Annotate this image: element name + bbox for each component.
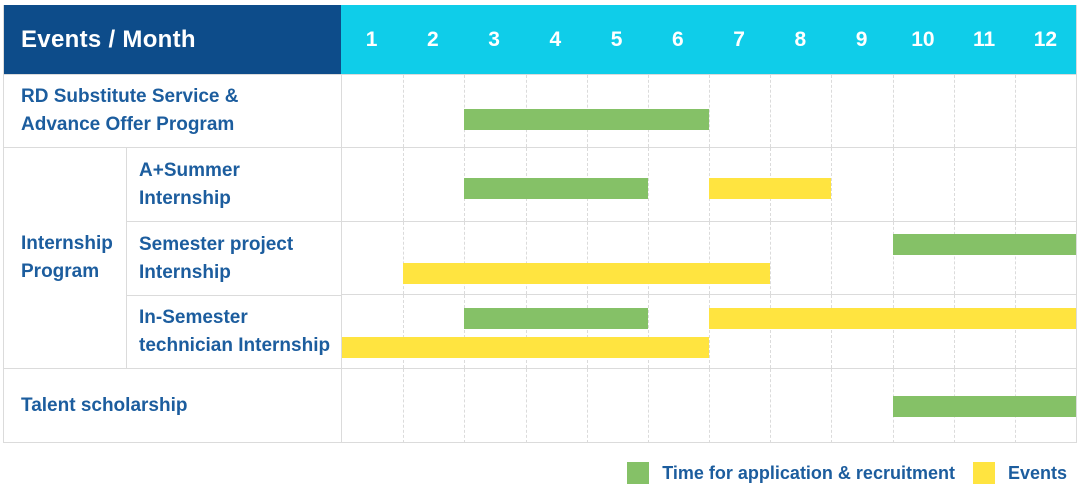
- month-gridline: [525, 369, 527, 443]
- month-label-8: 8: [794, 27, 807, 51]
- month-gridline: [647, 369, 649, 443]
- month-gridline: [1014, 148, 1016, 221]
- gantt-bar-yellow-months-1-6: [342, 337, 709, 358]
- month-gridline: [831, 148, 833, 221]
- month-label-5: 5: [610, 27, 623, 51]
- row-label-line: Semester project: [139, 233, 294, 255]
- month-label-6: 6: [672, 27, 684, 51]
- row-label-a-plus-summer-internship: A+Summer Internship: [126, 148, 341, 221]
- month-gridline: [403, 369, 405, 443]
- month-gridline: [770, 295, 772, 368]
- row-label-line: A+Summer: [139, 159, 240, 181]
- month-gridline: [831, 295, 833, 368]
- row-label-line: technician Internship: [139, 335, 331, 356]
- legend-item-events: Events: [972, 462, 1067, 484]
- row-label-in-semester-technician-internship: In-Semester technician Internship: [126, 295, 341, 368]
- month-gridline: [403, 148, 405, 221]
- month-gridline: [953, 295, 955, 368]
- month-gridline: [953, 148, 955, 221]
- month-gridline: [464, 369, 466, 443]
- month-label-11: 11: [973, 27, 996, 51]
- month-label-9: 9: [855, 27, 868, 51]
- month-label-2: 2: [427, 27, 439, 51]
- month-gridline: [709, 295, 710, 368]
- legend-label-application: Time for application & recruitment: [662, 462, 955, 483]
- month-gridline: [464, 222, 466, 294]
- month-gridline: [892, 295, 894, 368]
- row-label-talent-scholarship: Talent scholarship: [4, 368, 341, 443]
- month-gridline: [586, 295, 588, 368]
- legend-swatch-green: [627, 462, 650, 484]
- month-gridline: [770, 369, 772, 443]
- row-label-line: Advance Offer Program: [21, 114, 235, 135]
- row-chart-talent-scholarship: [341, 368, 1076, 443]
- group-cell-internship-program: Internship Program A+Summer Internship S…: [4, 147, 341, 368]
- month-gridline: [647, 148, 649, 221]
- month-gridline: [709, 369, 710, 443]
- gantt-bar-yellow-months-2-7: [403, 263, 771, 284]
- header-title: Events / Month: [21, 25, 196, 53]
- month-gridline: [403, 295, 405, 368]
- gantt-chart: Events / Month 1 2 3 4 5 6 7 8 9 10 11 1…: [3, 5, 1077, 443]
- row-label-line: In-Semester: [139, 307, 248, 328]
- month-gridline: [953, 222, 955, 294]
- month-gridline: [892, 222, 894, 294]
- group-label-line: Program: [21, 261, 100, 282]
- month-gridline: [403, 75, 405, 147]
- row-label-line: Internship: [139, 187, 231, 209]
- row-label-line: RD Substitute Service &: [21, 86, 239, 107]
- gantt-bar-green-months-3-5: [464, 308, 648, 329]
- month-gridline: [1014, 222, 1016, 294]
- month-gridline: [464, 295, 466, 368]
- legend-item-application: Time for application & recruitment: [627, 462, 955, 484]
- month-gridline: [586, 369, 588, 443]
- month-gridline: [403, 222, 405, 294]
- row-chart-a-plus-summer-internship: [341, 147, 1076, 221]
- row-label-rd-substitute-service: RD Substitute Service & Advance Offer Pr…: [4, 74, 341, 147]
- month-label-7: 7: [733, 27, 745, 51]
- month-gridline: [586, 222, 588, 294]
- month-gridline: [709, 75, 710, 147]
- gantt-bar-green-months-10-12: [892, 396, 1076, 417]
- month-gridline: [831, 75, 833, 147]
- gantt-bar-yellow-months-7-8: [709, 178, 832, 199]
- month-label-3: 3: [488, 27, 500, 51]
- month-label-12: 12: [1033, 27, 1058, 51]
- month-gridline: [770, 222, 772, 294]
- row-chart-semester-project-internship: [341, 221, 1076, 294]
- month-gridline: [892, 148, 894, 221]
- month-gridline: [1014, 295, 1016, 368]
- legend-swatch-yellow: [972, 462, 995, 484]
- month-label-4: 4: [549, 27, 562, 51]
- gantt-bar-green-months-10-12: [892, 234, 1076, 255]
- month-gridline: [525, 295, 527, 368]
- month-header-strip: 1 2 3 4 5 6 7 8 9 10 11 12: [341, 5, 1076, 74]
- legend-label-events: Events: [1007, 462, 1067, 483]
- row-label-semester-project-internship: Semester project Internship: [126, 221, 341, 295]
- group-label-internship-program: Internship Program: [4, 148, 126, 368]
- month-gridline: [770, 75, 772, 147]
- month-gridline: [831, 369, 833, 443]
- row-chart-in-semester-technician-internship: [341, 294, 1076, 368]
- month-gridline: [647, 295, 649, 368]
- month-gridline: [1014, 75, 1016, 147]
- month-gridline: [525, 222, 527, 294]
- group-label-line: Internship: [21, 233, 113, 254]
- month-gridline: [709, 222, 710, 294]
- legend: Time for application & recruitment Event…: [627, 462, 1067, 484]
- month-gridline: [831, 222, 833, 294]
- gantt-bar-green-months-3-6: [464, 109, 709, 130]
- header-corner: Events / Month: [4, 5, 341, 74]
- month-gridline: [953, 75, 955, 147]
- month-label-1: 1: [365, 27, 378, 51]
- gantt-bar-yellow-months-7-12: [709, 308, 1076, 329]
- month-gridline: [892, 75, 894, 147]
- month-gridline: [647, 222, 649, 294]
- row-chart-rd-substitute-service: [341, 74, 1076, 147]
- row-label-line: Talent scholarship: [21, 395, 188, 416]
- row-label-line: Internship: [139, 261, 231, 283]
- month-label-10: 10: [911, 27, 935, 51]
- gantt-bar-green-months-3-5: [464, 178, 648, 199]
